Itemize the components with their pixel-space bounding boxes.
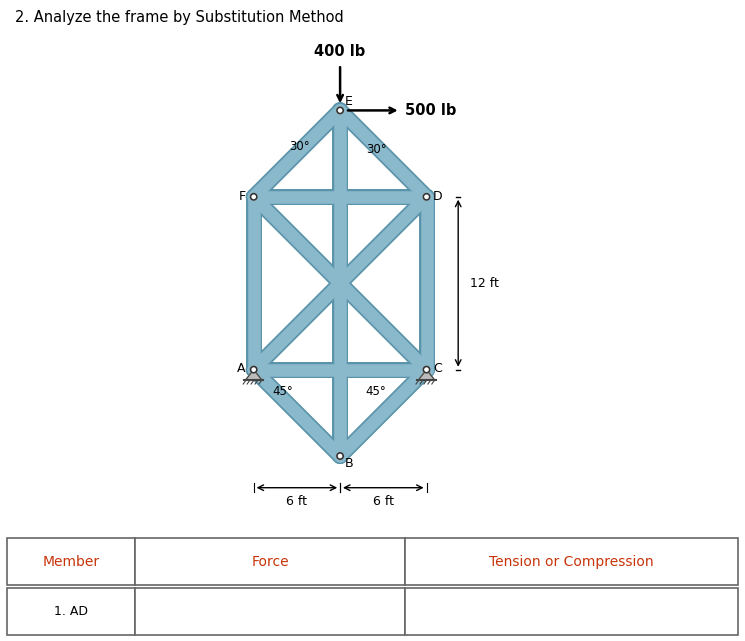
Text: C: C xyxy=(433,362,442,375)
Text: 1. AD: 1. AD xyxy=(54,605,89,618)
Polygon shape xyxy=(246,370,261,379)
Circle shape xyxy=(423,194,430,200)
Circle shape xyxy=(337,453,343,459)
Text: F: F xyxy=(238,190,246,203)
Circle shape xyxy=(423,367,430,373)
Text: 12 ft: 12 ft xyxy=(469,277,498,290)
Text: 45°: 45° xyxy=(272,385,293,397)
Text: D: D xyxy=(433,190,443,203)
Bar xyxy=(135,538,405,585)
Text: 2. Analyze the frame by Substitution Method: 2. Analyze the frame by Substitution Met… xyxy=(15,10,343,24)
Text: E: E xyxy=(344,96,352,108)
Text: A: A xyxy=(237,362,246,375)
Circle shape xyxy=(250,367,257,373)
Text: 500 lb: 500 lb xyxy=(405,103,456,118)
Bar xyxy=(7,588,135,635)
Text: Tension or Compression: Tension or Compression xyxy=(489,554,654,569)
Text: 30°: 30° xyxy=(290,140,310,153)
Text: Force: Force xyxy=(252,554,289,569)
Text: 6 ft: 6 ft xyxy=(372,495,394,508)
Bar xyxy=(405,588,738,635)
Text: 45°: 45° xyxy=(366,385,387,397)
Polygon shape xyxy=(419,370,434,379)
Circle shape xyxy=(337,107,343,113)
Bar xyxy=(7,538,135,585)
Text: Member: Member xyxy=(42,554,100,569)
Text: 30°: 30° xyxy=(366,143,387,156)
Text: 400 lb: 400 lb xyxy=(314,44,366,58)
Text: 6 ft: 6 ft xyxy=(286,495,308,508)
Text: B: B xyxy=(344,458,353,470)
Bar xyxy=(405,538,738,585)
Bar xyxy=(135,588,405,635)
Circle shape xyxy=(250,194,257,200)
